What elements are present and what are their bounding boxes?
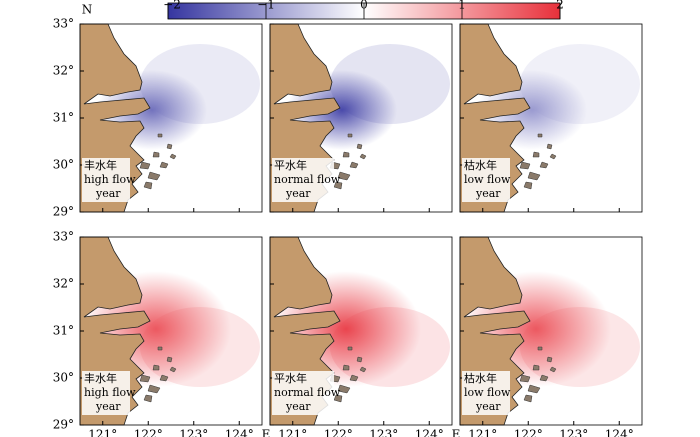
anomaly-plume [520,44,640,124]
lat-tick-label: 33° [53,17,74,31]
panel-label: 丰水年 [84,158,117,172]
panel-label: year [475,187,501,200]
lat-tick-label: 32° [53,64,74,78]
lon-tick-label: 121° [468,428,497,437]
panel-label: 枯水年 [464,158,497,172]
panel-label: 丰水年 [84,371,117,385]
e-label: E [262,428,271,437]
anomaly-plume [520,307,640,387]
lat-tick-label: 32° [53,277,74,291]
label-box [82,371,130,415]
panel-label: normal flow [274,173,341,186]
anomaly-plume [330,44,450,124]
e-label: E [452,428,461,437]
panel-label: 平水年 [274,371,307,385]
n-label: N [82,3,93,17]
panel-label: year [95,187,121,200]
lat-tick-label: 31° [53,324,74,338]
panel-label: high flow [84,386,136,399]
panel-label: year [95,400,121,413]
panel-label: year [285,187,311,200]
label-box [82,158,130,202]
lat-tick-label: 30° [53,371,74,385]
label-box [272,371,334,415]
label-box [272,158,334,202]
map-panel: 33° 32° 31° 30° 29° 121° 122° 123° 124° E 丰水年high … [53,230,271,437]
panel-label: year [285,400,311,413]
anomaly-plume [330,307,450,387]
panel-label: low flow [464,173,511,186]
lon-tick-label: 124° [415,428,444,437]
lon-tick-label: 122° [514,428,543,437]
colorbar-tick-label: −2 [163,0,181,12]
panel-label: year [475,400,501,413]
panel-label: normal flow [274,386,341,399]
lon-tick-label: 124° [605,428,634,437]
lat-tick-label: 33° [53,230,74,244]
lat-tick-label: 31° [53,111,74,125]
colorbar-tick-label: −1 [257,0,275,12]
panel-label: low flow [464,386,511,399]
lon-tick-label: 123° [369,428,398,437]
anomaly-plume [140,307,260,387]
colorbar-tick-label: 2 [556,0,564,12]
lon-tick-label: 122° [134,428,163,437]
lat-tick-label: 29° [53,205,74,219]
lon-tick-label: 122° [324,428,353,437]
colorbar-tick-label: 0 [360,0,368,12]
label-box [462,158,510,202]
label-box [462,371,510,415]
panel-label: 枯水年 [464,371,497,385]
panel-label: high flow [84,173,136,186]
lat-tick-label: 29° [53,418,74,432]
lon-tick-label: 121° [278,428,307,437]
lon-tick-label: 123° [559,428,588,437]
anomaly-plume [140,44,260,124]
lon-tick-label: 124° [225,428,254,437]
lat-tick-label: 30° [53,158,74,172]
lon-tick-label: 121° [88,428,117,437]
lon-tick-label: 123° [179,428,208,437]
colorbar-tick-label: 1 [458,0,466,12]
panel-label: 平水年 [274,158,307,172]
